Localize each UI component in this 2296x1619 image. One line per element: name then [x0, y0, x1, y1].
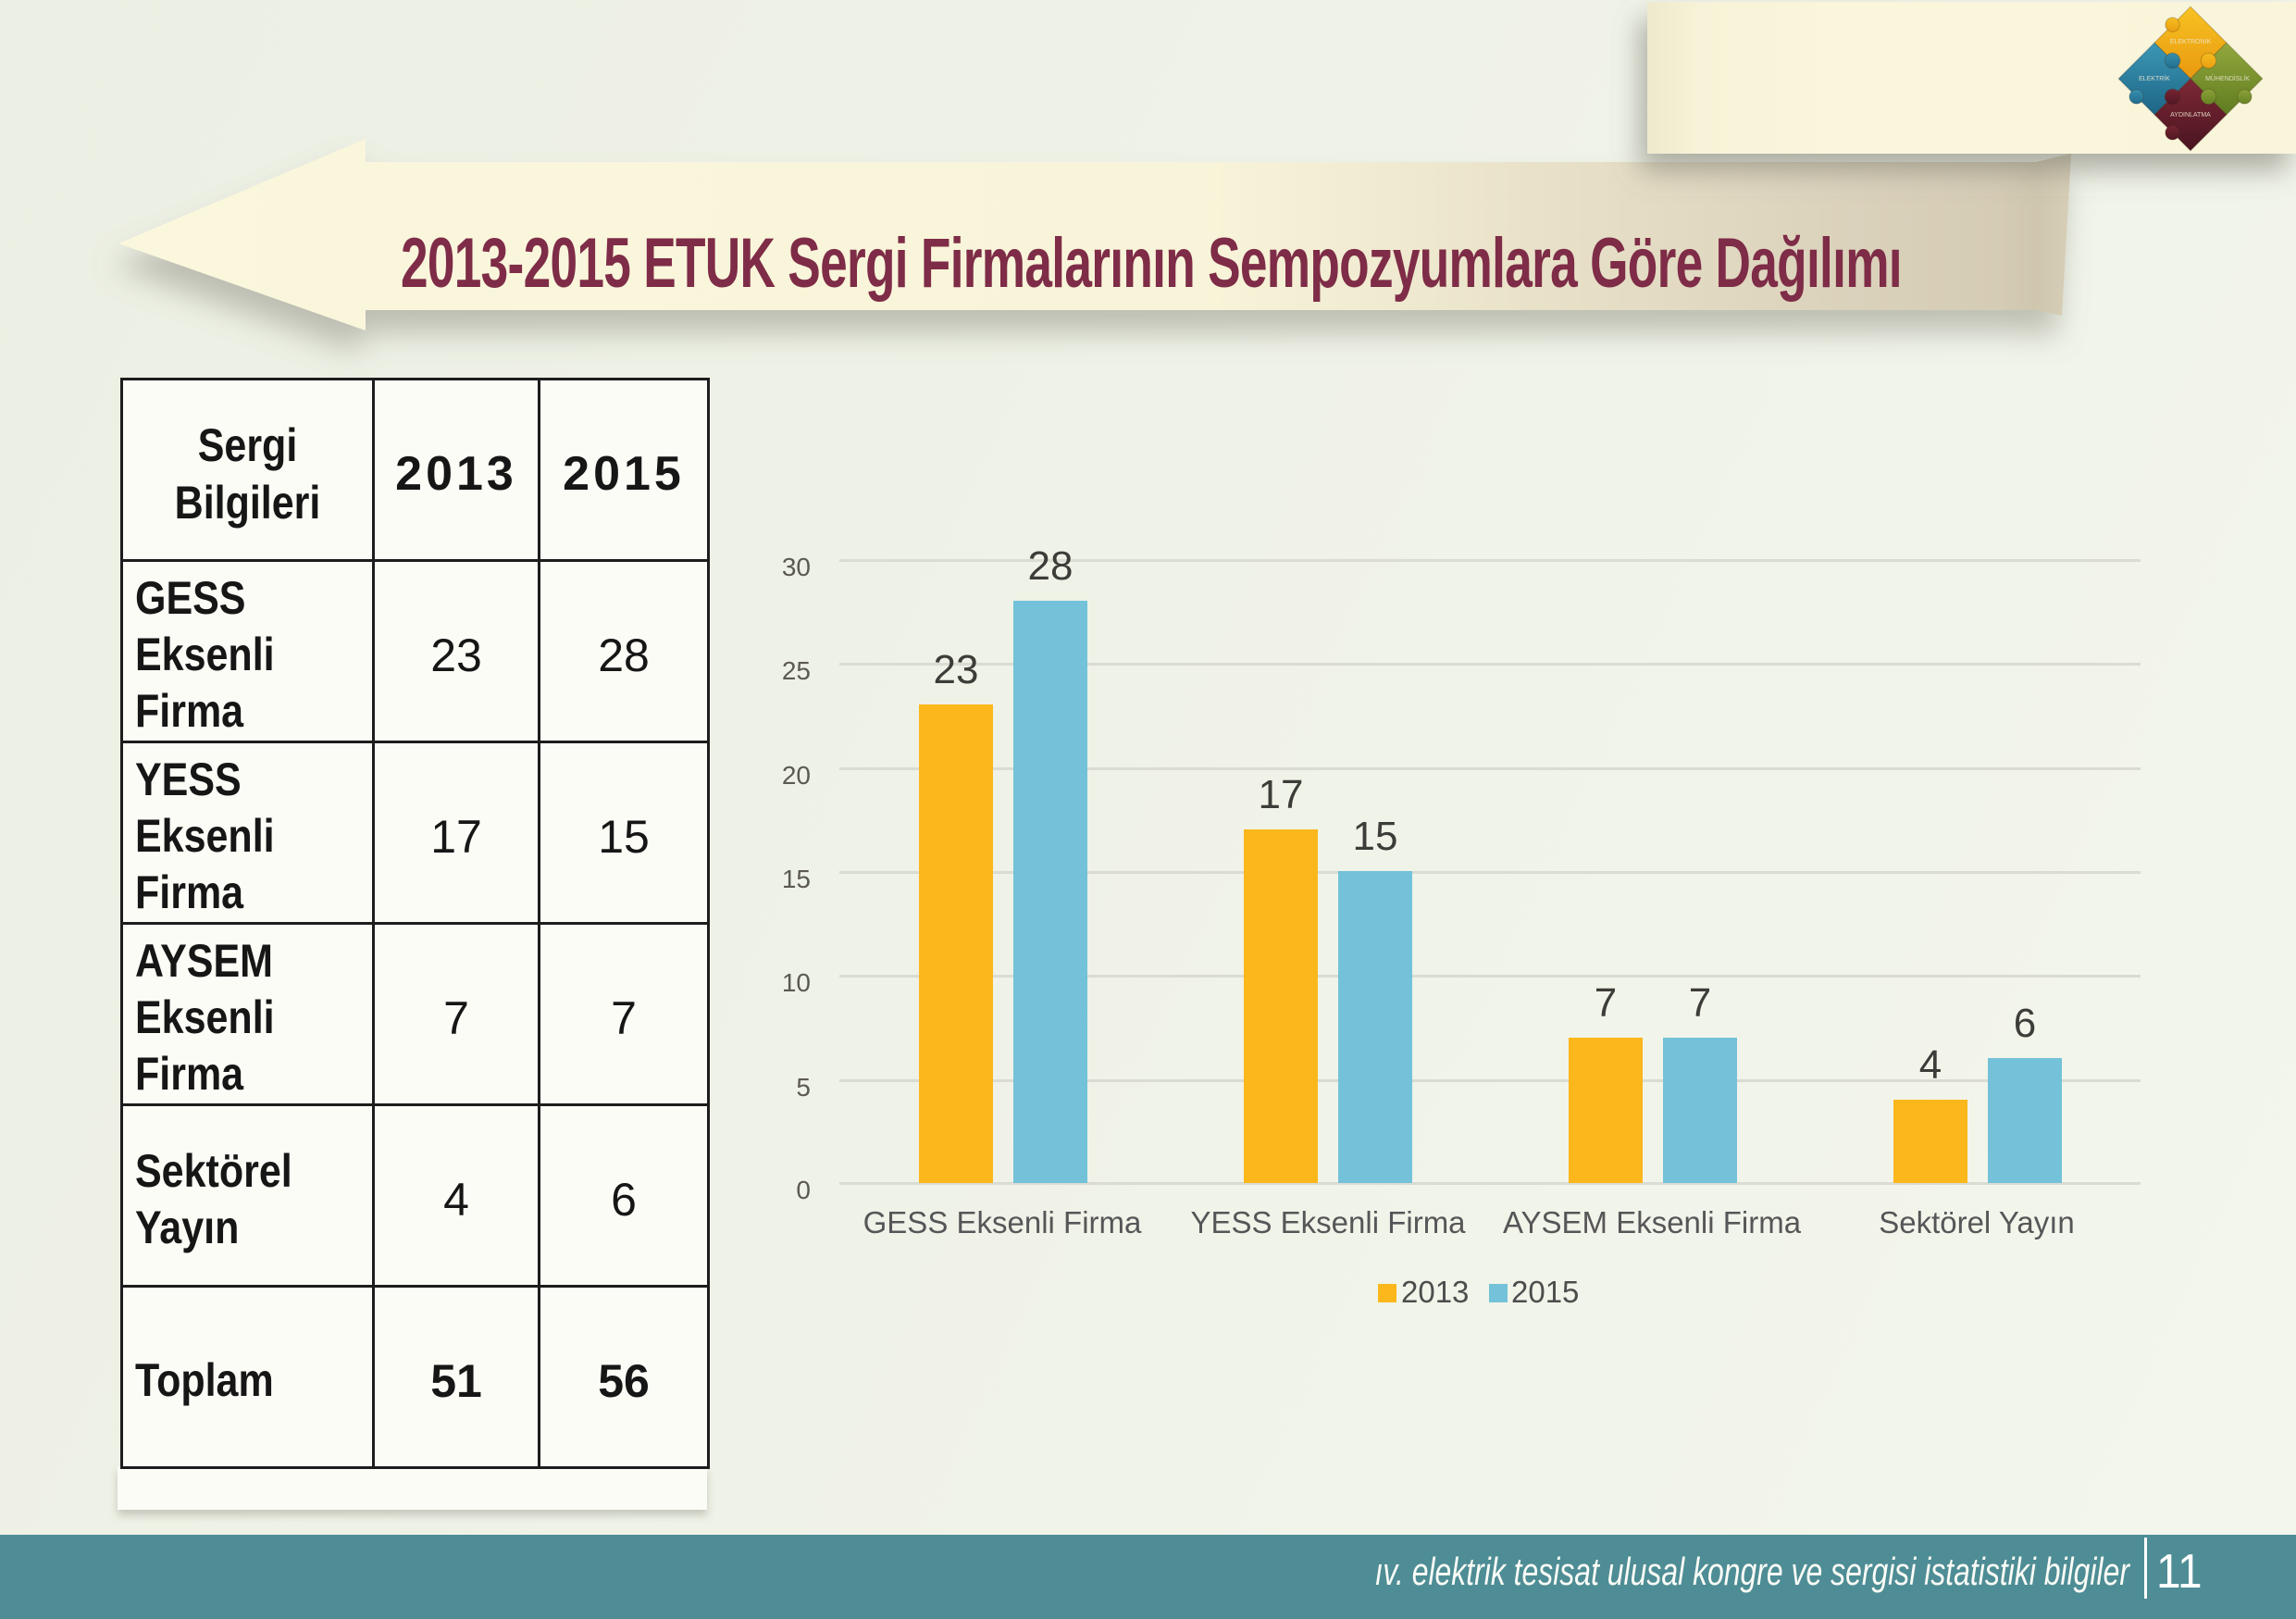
svg-text:ELEKTRONİK: ELEKTRONİK [2170, 37, 2212, 45]
svg-text:MÜHENDİSLİK: MÜHENDİSLİK [2205, 74, 2250, 82]
svg-text:ELEKTRİK: ELEKTRİK [2139, 74, 2170, 82]
svg-text:AYDINLATMA: AYDINLATMA [2170, 112, 2211, 118]
